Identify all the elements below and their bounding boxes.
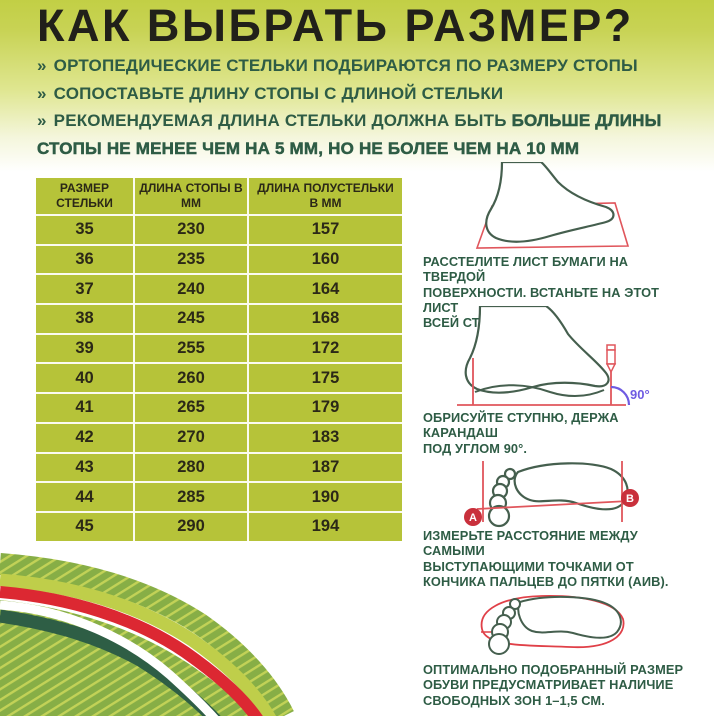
- table-cell: 280: [133, 451, 249, 484]
- point-b-label: В: [626, 493, 634, 505]
- decorative-wave: [0, 553, 294, 716]
- table-row: 45 290 194: [35, 510, 403, 542]
- table-cell: 36: [35, 243, 135, 276]
- table-row: 38 245 168: [35, 303, 403, 335]
- table-cell: 44: [35, 481, 135, 513]
- size-table: РАЗМЕР СТЕЛЬКИ ДЛИНА СТОПЫ В ММ ДЛИНА ПО…: [35, 177, 403, 542]
- bullet-text-strong: БОЛЬШЕ ДЛИНЫ СТОПЫ НЕ МЕНЕЕ ЧЕМ НА 5 ММ,…: [37, 111, 662, 158]
- table-cell: 255: [133, 332, 249, 365]
- bullet-text: РЕКОМЕНДУЕМАЯ ДЛИНА СТЕЛЬКИ ДОЛЖНА БЫТЬ: [53, 111, 512, 130]
- table-cell: 265: [133, 392, 249, 424]
- header-insole-size: РАЗМЕР СТЕЛЬКИ: [35, 177, 135, 216]
- table-row: 43 280 187: [35, 451, 403, 484]
- table-cell: 235: [133, 243, 249, 276]
- step-caption-2: ОБРИСУЙТЕ СТУПНЮ, ДЕРЖА КАРАНДАШ ПОД УГЛ…: [423, 410, 619, 456]
- table-cell: 39: [35, 332, 135, 365]
- table-row: 35 230 157: [35, 214, 403, 246]
- header-foot-length: ДЛИНА СТОПЫ В ММ: [133, 177, 249, 216]
- bullet-item-3: » РЕКОМЕНДУЕМАЯ ДЛИНА СТЕЛЬКИ ДОЛЖНА БЫТЬ…: [37, 107, 687, 162]
- bullet-marker: »: [37, 83, 47, 103]
- size-table-body: 35 230 157 36 235 160 37 240 164 38 245 168 39 255 172…: [35, 214, 403, 542]
- bullet-item-2: » СОПОСТАВЬТЕ ДЛИНУ СТОПЫ С ДЛИНОЙ СТЕЛЬК…: [37, 80, 687, 108]
- table-cell: 245: [133, 303, 249, 335]
- table-cell: 175: [247, 362, 403, 395]
- bullet-text: ОРТОПЕДИЧЕСКИЕ СТЕЛЬКИ ПОДБИРАЮТСЯ ПО РА…: [53, 56, 638, 75]
- table-row: 42 270 183: [35, 421, 403, 454]
- bullet-text: СОПОСТАВЬТЕ ДЛИНУ СТОПЫ С ДЛИНОЙ СТЕЛЬКИ: [53, 83, 504, 103]
- point-b-badge: [621, 489, 639, 507]
- size-table-head: РАЗМЕР СТЕЛЬКИ ДЛИНА СТОПЫ В ММ ДЛИНА ПО…: [35, 177, 403, 216]
- table-cell: 172: [247, 332, 403, 365]
- step-caption-1: РАССТЕЛИТЕ ЛИСТ БУМАГИ НА ТВЕРДОЙ ПОВЕРХ…: [423, 254, 660, 331]
- table-row: 41 265 179: [35, 392, 403, 424]
- table-cell: 42: [35, 421, 135, 454]
- table-row: 37 240 164: [35, 273, 403, 306]
- header-half-insole-length: ДЛИНА ПОЛУСТЕЛЬКИ В ММ: [247, 177, 403, 216]
- table-cell: 45: [35, 510, 135, 542]
- table-row: 39 255 172: [35, 332, 403, 365]
- bullet-item-1: » ОРТОПЕДИЧЕСКИЕ СТЕЛЬКИ ПОДБИРАЮТСЯ ПО Р…: [37, 52, 687, 80]
- table-row: 36 235 160: [35, 243, 403, 276]
- step-caption-4: ОПТИМАЛЬНО ПОДОБРАННЫЙ РАЗМЕР ОБУВИ ПРЕД…: [423, 662, 684, 708]
- table-cell: 35: [35, 214, 135, 246]
- table-cell: 190: [247, 481, 403, 513]
- bullet-marker: »: [37, 111, 47, 130]
- footprint-measure-icon: А В: [464, 461, 639, 528]
- angle-label: 90°: [630, 387, 650, 402]
- header-gradient: [0, 0, 714, 172]
- bullet-list: » ОРТОПЕДИЧЕСКИЕ СТЕЛЬКИ ПОДБИРАЮТСЯ ПО Р…: [37, 52, 687, 162]
- table-cell: 179: [247, 392, 403, 424]
- table-cell: 164: [247, 273, 403, 306]
- step-caption-3: ИЗМЕРЬТЕ РАССТОЯНИЕ МЕЖДУ САМЫМИ ВЫСТУПА…: [423, 528, 669, 589]
- table-cell: 43: [35, 451, 135, 484]
- footprint-in-insole-icon: [480, 595, 625, 655]
- toe-circles: [487, 467, 517, 528]
- foot-on-paper-icon: [475, 162, 630, 249]
- table-cell: 187: [247, 451, 403, 484]
- table-cell: 194: [247, 510, 403, 542]
- table-cell: 40: [35, 362, 135, 395]
- table-cell: 41: [35, 392, 135, 424]
- table-cell: 168: [247, 303, 403, 335]
- toe-circles: [488, 598, 521, 655]
- page-title: КАК ВЫБРАТЬ РАЗМЕР?: [37, 0, 634, 51]
- pencil-icon: [605, 344, 617, 374]
- table-row: 40 260 175: [35, 362, 403, 395]
- table-cell: 160: [247, 243, 403, 276]
- table-row: 44 285 190: [35, 481, 403, 513]
- table-cell: 290: [133, 510, 249, 542]
- size-table-header-row: РАЗМЕР СТЕЛЬКИ ДЛИНА СТОПЫ В ММ ДЛИНА ПО…: [35, 177, 403, 216]
- foot-pencil-90-icon: 90°: [457, 306, 650, 406]
- table-cell: 157: [247, 214, 403, 246]
- table-cell: 38: [35, 303, 135, 335]
- table-cell: 240: [133, 273, 249, 306]
- table-cell: 37: [35, 273, 135, 306]
- bullet-marker: »: [37, 56, 47, 75]
- point-a-badge: [464, 508, 482, 526]
- table-cell: 230: [133, 214, 249, 246]
- table-cell: 260: [133, 362, 249, 395]
- point-a-label: А: [469, 512, 477, 524]
- table-cell: 270: [133, 421, 249, 454]
- table-cell: 285: [133, 481, 249, 513]
- table-cell: 183: [247, 421, 403, 454]
